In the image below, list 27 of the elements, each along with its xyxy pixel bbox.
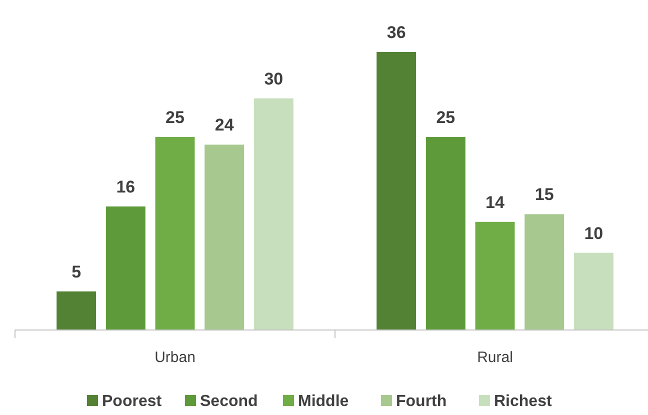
data-label: 5	[72, 262, 82, 282]
data-label: 15	[534, 185, 554, 204]
legend-label: Richest	[494, 393, 552, 410]
data-label: 10	[584, 224, 604, 243]
bar	[376, 52, 416, 330]
x-tick-label: Rural	[477, 349, 513, 366]
data-label: 25	[166, 108, 184, 127]
data-label: 14	[486, 192, 505, 212]
bar	[106, 206, 146, 330]
data-label: 25	[436, 108, 456, 127]
data-label: 16	[116, 177, 136, 196]
x-tick-label: Urban	[154, 349, 196, 366]
data-label: 24	[214, 116, 234, 135]
bar	[155, 136, 195, 330]
data-label: 30	[264, 69, 284, 88]
bar	[254, 98, 294, 330]
bar	[574, 252, 614, 330]
legend-label: Second	[200, 393, 258, 410]
legend-label: Poorest	[102, 393, 162, 410]
legend-label: Fourth	[396, 393, 447, 410]
bar	[56, 291, 96, 330]
legend-label: Middle	[298, 393, 349, 410]
bar	[204, 144, 244, 330]
bar	[426, 136, 466, 330]
data-label: 36	[386, 23, 406, 42]
bar	[475, 222, 515, 330]
bar	[524, 214, 564, 330]
